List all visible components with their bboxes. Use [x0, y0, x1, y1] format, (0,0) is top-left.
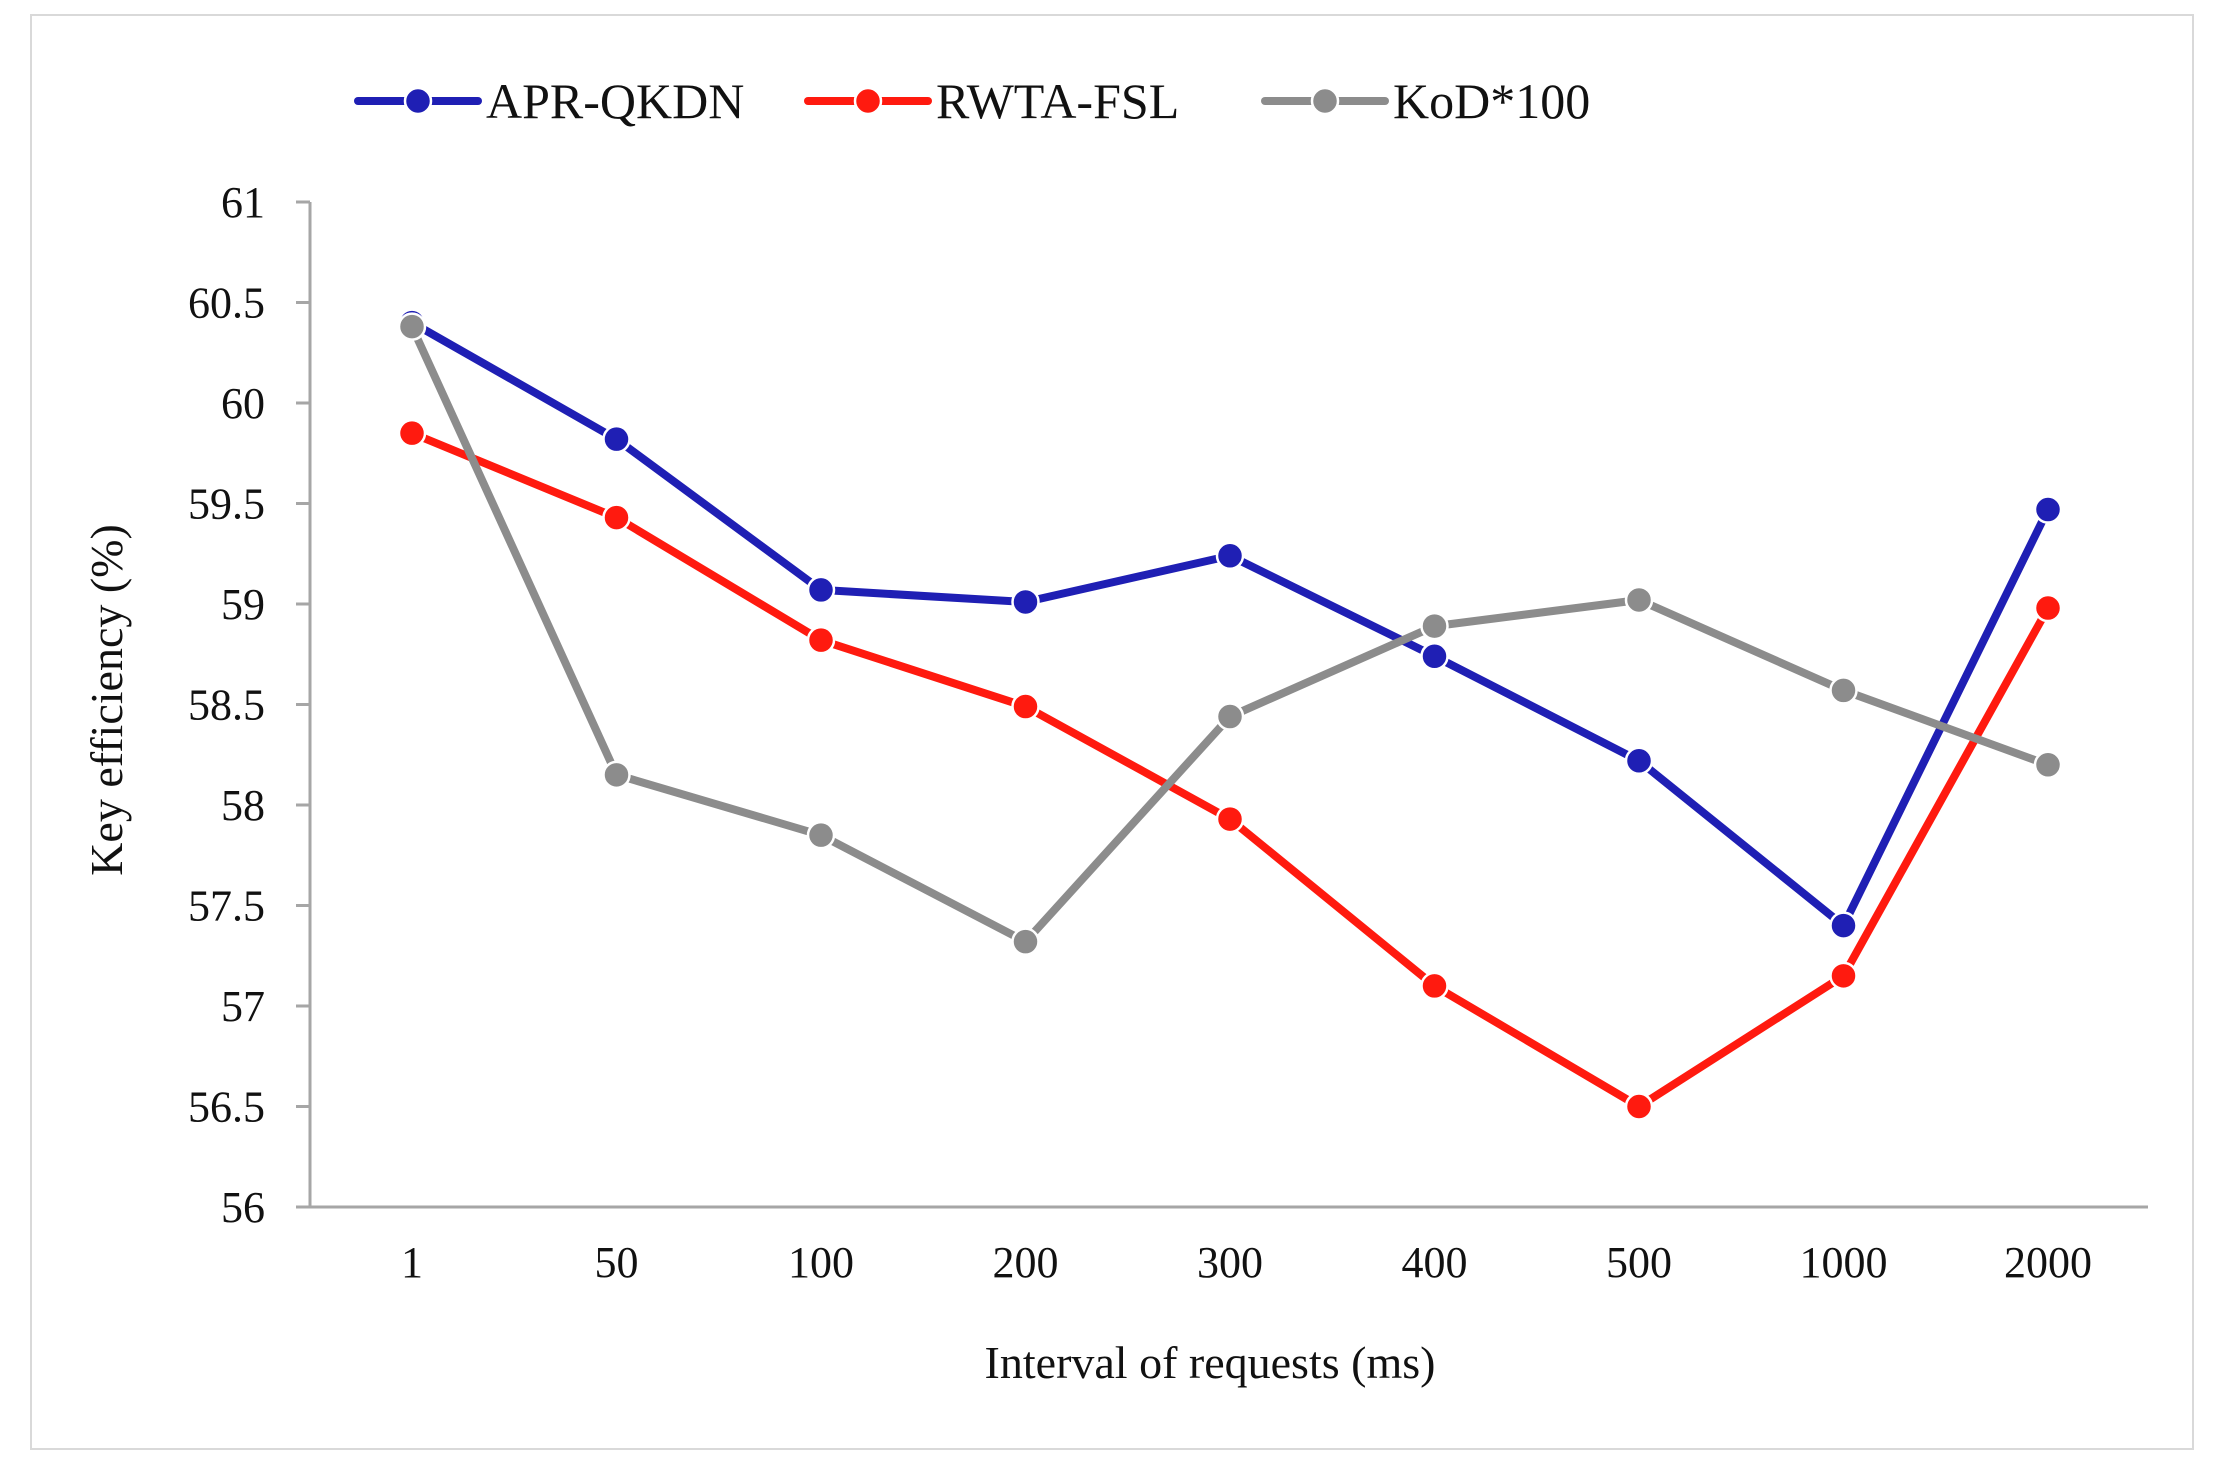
y-tick-label: 57.5	[188, 882, 265, 931]
series-rwta-fsl	[397, 418, 2063, 1121]
legend-item: APR-QKDN	[354, 73, 744, 129]
series-kod-100	[397, 312, 2063, 956]
x-tick-label: 100	[788, 1238, 854, 1287]
y-tick-label: 59	[221, 580, 265, 629]
x-tick-label: 1000	[1800, 1238, 1888, 1287]
x-tick-label: 500	[1606, 1238, 1672, 1287]
series-line	[408, 318, 2052, 930]
legend-swatch-marker	[1310, 86, 1340, 116]
data-point	[1420, 611, 1449, 641]
data-point	[1011, 587, 1040, 617]
data-point	[1011, 692, 1040, 721]
data-point	[1215, 804, 1245, 834]
y-tick-label: 58.5	[188, 681, 265, 730]
data-point	[2033, 495, 2063, 524]
x-tick-label: 1	[401, 1238, 423, 1287]
legend-item: RWTA-FSL	[804, 73, 1179, 129]
x-tick-label: 50	[595, 1238, 639, 1287]
x-axis: 1 50 100 200 300 400 500 1000 2000	[310, 1205, 2148, 1287]
y-tick-label: 56.5	[188, 1083, 265, 1132]
data-point	[602, 503, 631, 532]
data-point	[1829, 676, 1858, 705]
data-point	[1624, 585, 1654, 615]
data-point	[2033, 593, 2063, 623]
y-tick-label: 61	[221, 178, 265, 227]
data-point	[1420, 971, 1449, 1001]
data-point	[1829, 911, 1858, 940]
legend-swatch-marker	[853, 86, 883, 116]
data-point	[1011, 927, 1040, 956]
y-tick-label: 56	[221, 1183, 265, 1232]
y-tick-label: 57	[221, 982, 265, 1031]
data-point	[1624, 1092, 1654, 1121]
legend-item: KoD*100	[1261, 73, 1590, 129]
y-axis-title: Key efficiency (%)	[81, 524, 132, 876]
y-tick-label: 58	[221, 781, 265, 830]
x-axis-title: Interval of requests (ms)	[985, 1337, 1436, 1388]
data-point	[1624, 746, 1654, 776]
series-apr-qkdn	[397, 308, 2063, 940]
x-tick-label: 2000	[2004, 1238, 2092, 1287]
legend-swatch-marker	[403, 86, 433, 116]
data-point	[806, 625, 836, 655]
data-point	[1420, 642, 1449, 671]
data-point	[2033, 750, 2063, 780]
y-tick-label: 59.5	[188, 480, 265, 529]
data-point	[397, 418, 427, 448]
data-point	[1829, 961, 1858, 991]
data-point	[1215, 702, 1245, 731]
legend-label: RWTA-FSL	[936, 73, 1179, 129]
data-point	[1215, 541, 1245, 571]
y-tick-label: 60	[221, 379, 265, 428]
data-point	[602, 760, 631, 790]
data-point	[806, 575, 836, 605]
y-tick-label: 60.5	[188, 279, 265, 328]
legend-label: KoD*100	[1393, 73, 1590, 129]
data-point	[397, 312, 427, 341]
series-line	[408, 429, 2052, 1111]
chart-frame	[30, 14, 2194, 1450]
x-tick-label: 300	[1197, 1238, 1263, 1287]
y-axis: 56 56.5 57 57.5 58 58.5 59 59.5 60 60.5 61	[188, 178, 312, 1232]
data-point	[602, 424, 631, 454]
x-tick-label: 400	[1402, 1238, 1468, 1287]
series-layer	[397, 308, 2063, 1121]
series-line	[408, 322, 2052, 946]
x-tick-label: 200	[993, 1238, 1059, 1287]
legend-label: APR-QKDN	[486, 73, 744, 129]
legend: APR-QKDN RWTA-FSL KoD*100	[354, 73, 1590, 129]
data-point	[806, 820, 836, 850]
